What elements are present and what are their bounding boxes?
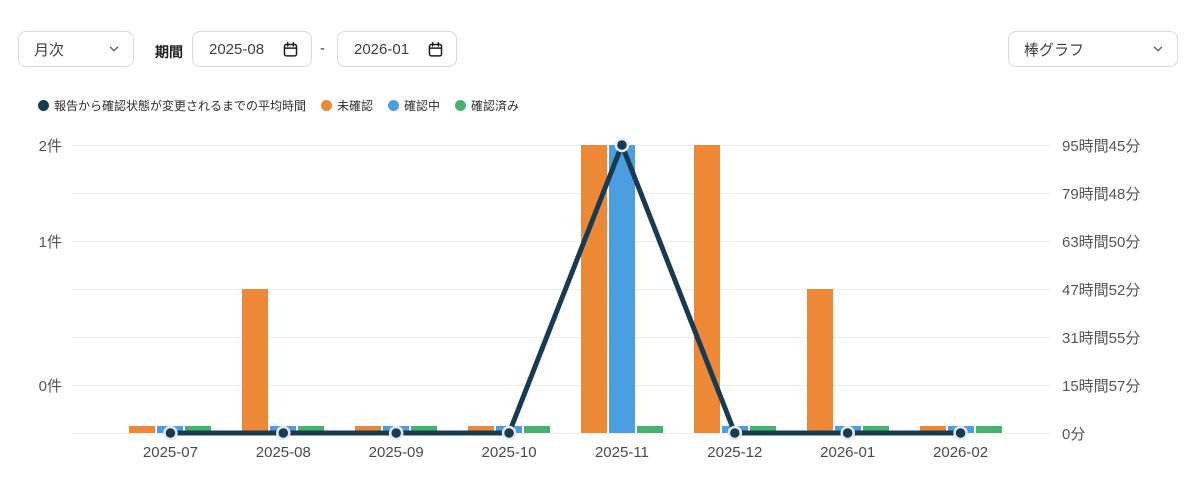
y-axis-right-tick-label: 15時間57分 — [1062, 378, 1141, 395]
line-point[interactable] — [727, 425, 743, 441]
gridline — [72, 289, 1050, 290]
bar-未確認[interactable] — [806, 289, 833, 433]
legend-swatch-icon — [38, 100, 49, 111]
x-axis-tick-label: 2025-07 — [142, 444, 198, 461]
granularity-select-value: 月次 — [34, 41, 65, 59]
date-from-input[interactable]: 2025-08 — [192, 31, 312, 67]
bar-未確認[interactable] — [129, 426, 156, 433]
x-axis-tick-label: 2025-10 — [481, 444, 537, 461]
x-axis-tick-label: 2025-12 — [707, 444, 763, 461]
x-axis-tick-label: 2026-01 — [820, 444, 876, 461]
legend-swatch-icon — [321, 100, 333, 111]
granularity-select[interactable]: 月次 — [18, 31, 134, 67]
legend-swatch-icon — [388, 100, 400, 111]
gridline — [72, 433, 1050, 434]
date-range-separator: - — [320, 40, 325, 57]
chart-type-select[interactable]: 棒グラフ — [1008, 31, 1178, 67]
date-to-input[interactable]: 2026-01 — [337, 31, 457, 67]
bar-確認済み[interactable] — [862, 426, 889, 433]
period-label: 期間 — [155, 44, 183, 60]
chevron-down-icon — [1153, 46, 1163, 52]
bar-未確認[interactable] — [242, 289, 269, 433]
bar-未確認[interactable] — [919, 426, 946, 433]
line-point[interactable] — [276, 425, 291, 441]
gridline — [72, 145, 1050, 146]
calendar-icon — [428, 41, 443, 57]
line-point[interactable] — [388, 425, 404, 441]
chevron-down-icon — [109, 46, 119, 52]
legend-swatch-icon — [455, 100, 467, 111]
chart-type-select-value: 棒グラフ — [1024, 41, 1085, 59]
y-axis-left-tick-label: 2件 — [38, 138, 62, 155]
y-axis-right-tick-label: 0分 — [1062, 426, 1086, 443]
date-from-value: 2025-08 — [209, 40, 265, 58]
y-axis-left-tick-label: 0件 — [38, 378, 62, 395]
y-axis-left-tick-label: 1件 — [38, 234, 62, 251]
x-axis-tick-label: 2026-02 — [933, 444, 989, 461]
legend-item[interactable]: 確認済み — [455, 97, 519, 114]
gridline — [72, 337, 1050, 338]
x-axis-tick-label: 2025-09 — [368, 444, 424, 461]
gridline — [72, 241, 1050, 242]
legend-label: 未確認 — [337, 99, 374, 113]
legend-label: 確認済み — [471, 99, 520, 113]
legend-item[interactable]: 確認中 — [388, 97, 440, 114]
bar-確認済み[interactable] — [636, 426, 663, 433]
legend-label: 報告から確認状態が変更されるまでの平均時間 — [54, 99, 307, 113]
bar-確認済み[interactable] — [975, 426, 1002, 433]
y-axis-right-tick-label: 63時間50分 — [1062, 234, 1141, 251]
line-point[interactable] — [840, 425, 855, 441]
bar-未確認[interactable] — [468, 426, 495, 433]
y-axis-right-tick-label: 31時間55分 — [1062, 330, 1141, 347]
bar-確認済み[interactable] — [411, 426, 438, 433]
legend-item[interactable]: 報告から確認状態が変更されるまでの平均時間 — [38, 97, 306, 114]
legend-label: 確認中 — [404, 99, 441, 113]
x-axis-tick-label: 2025-08 — [255, 444, 311, 461]
chart-legend: 報告から確認状態が変更されるまでの平均時間 未確認 確認中 確認済み — [38, 97, 519, 114]
calendar-icon — [283, 41, 298, 57]
y-axis-right-tick-label: 47時間52分 — [1062, 282, 1141, 299]
line-point[interactable] — [163, 425, 178, 441]
bar-未確認[interactable] — [355, 426, 382, 433]
y-axis-right-tick-label: 79時間48分 — [1062, 186, 1141, 203]
bar-確認済み[interactable] — [524, 426, 551, 433]
line-point[interactable] — [501, 425, 517, 441]
bar-確認済み[interactable] — [749, 426, 776, 433]
x-axis-tick-label: 2025-11 — [594, 444, 649, 461]
gridline — [72, 193, 1050, 194]
bar-確認済み[interactable] — [185, 426, 212, 433]
legend-item[interactable]: 未確認 — [321, 97, 373, 114]
bar-確認済み[interactable] — [298, 426, 325, 433]
line-point[interactable] — [614, 137, 630, 153]
bar-確認中[interactable] — [608, 145, 635, 433]
trend-line — [170, 142, 961, 436]
line-point[interactable] — [953, 425, 968, 441]
y-axis-right-tick-label: 95時間45分 — [1062, 138, 1141, 155]
date-to-value: 2026-01 — [354, 40, 410, 58]
gridline — [72, 385, 1050, 386]
